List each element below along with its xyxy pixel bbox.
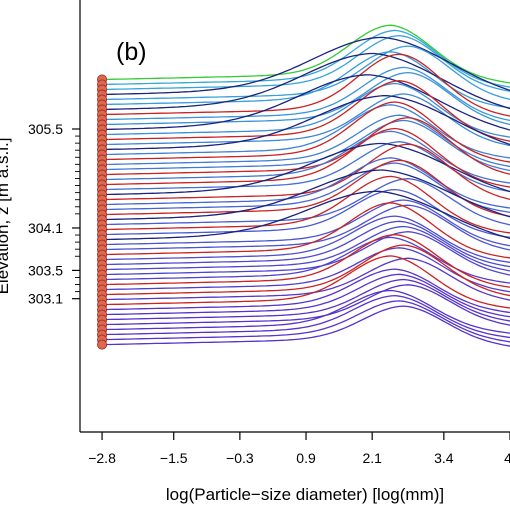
y-tick-label: 304.1 [28, 220, 63, 236]
grain-size-curve [102, 202, 510, 259]
grain-size-curve [102, 255, 510, 309]
y-axis-title: Elevation, z [m a.s.l.] [0, 138, 12, 295]
grain-size-curve [102, 169, 510, 221]
grain-size-curve [102, 278, 510, 322]
grain-size-curve [102, 268, 510, 314]
y-tick-label: 303.5 [28, 262, 63, 278]
grain-size-curve [102, 104, 510, 159]
grain-size-curve [102, 215, 510, 264]
x-tick-label: 0.9 [296, 450, 316, 466]
grain-size-curve [102, 101, 510, 163]
grain-size-curve [102, 220, 510, 268]
grain-size-curve [102, 244, 510, 297]
grain-size-curve [102, 142, 510, 196]
grain-size-curve [102, 289, 510, 334]
x-axis-title: log(Particle−size diameter) [log(mm)] [166, 485, 444, 504]
grain-size-curve [102, 116, 510, 176]
grain-size-curve [102, 34, 510, 92]
grain-size-curve [102, 157, 510, 209]
x-tick-label: −2.8 [88, 450, 116, 466]
grain-size-curve [102, 199, 510, 247]
grain-size-curve [102, 82, 510, 138]
x-tick-label: −0.3 [226, 450, 254, 466]
x-axis: −2.8 −1.5 −0.3 0.9 2.1 3.4 4. [88, 432, 510, 466]
grain-size-curve [102, 53, 510, 117]
grain-size-curve [102, 305, 510, 347]
grain-size-curve [102, 52, 510, 111]
grain-size-curve [102, 284, 510, 326]
grain-size-curve [102, 94, 510, 151]
grain-size-curve [102, 233, 510, 288]
y-axis: 305.5 304.1 303.5 303.1 [28, 121, 80, 307]
x-tick-label: 2.1 [362, 450, 382, 466]
x-tick-label: 3.4 [434, 450, 454, 466]
y-tick-label: 303.1 [28, 291, 63, 307]
grain-size-curve [102, 159, 510, 218]
grain-size-curve [102, 162, 510, 213]
grain-size-curve [102, 119, 510, 172]
grain-size-curve [102, 225, 510, 272]
sample-markers-layer [97, 74, 108, 350]
grain-size-curve [102, 188, 510, 238]
grain-size-curve [102, 190, 510, 241]
grain-size-curve [102, 300, 510, 343]
grain-size-curve [102, 80, 510, 142]
grain-size-curve [102, 74, 510, 131]
y-tick-label: 305.5 [28, 121, 63, 137]
grain-size-curve [102, 130, 510, 184]
grain-size-curve [102, 24, 510, 84]
grain-size-curve [102, 294, 510, 339]
grain-size-curve [102, 66, 510, 122]
x-tick-label: 4. [504, 450, 510, 466]
x-tick-label: −1.5 [160, 450, 188, 466]
sample-marker [97, 339, 108, 350]
curves-layer [102, 24, 510, 347]
grain-size-curve [102, 93, 510, 147]
grain-size-curve [102, 143, 510, 201]
grain-size-curve [102, 247, 510, 293]
grain-size-curve [102, 71, 510, 126]
grain-size-curve [102, 231, 510, 276]
grain-size-curve [102, 175, 510, 234]
panel-label: (b) [116, 38, 147, 66]
grain-size-curve [102, 36, 510, 96]
grain-size-curve [102, 127, 510, 188]
grain-size-curve [102, 273, 510, 318]
